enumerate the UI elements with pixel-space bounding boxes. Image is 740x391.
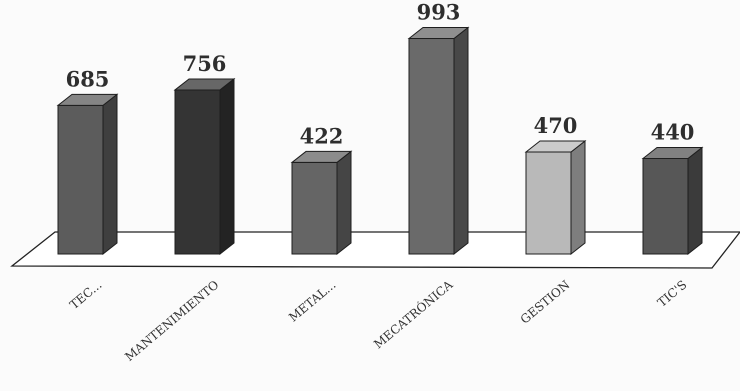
bar <box>641 146 704 256</box>
bar <box>407 26 470 256</box>
bar-top <box>290 150 353 163</box>
bar-side <box>453 26 469 256</box>
bar-top <box>56 93 119 106</box>
bar <box>524 139 587 256</box>
category-label: GESTION <box>518 278 573 327</box>
data-label: 993 <box>417 0 461 25</box>
category-label: TEC... <box>67 278 104 312</box>
data-label: 422 <box>300 123 344 148</box>
category-label: MANTENIMIENTO <box>122 277 221 363</box>
category-label: METAL... <box>286 278 338 325</box>
data-label: 470 <box>534 113 578 138</box>
bar-side <box>687 146 703 256</box>
bar-front <box>525 151 572 255</box>
bar <box>290 150 353 256</box>
bar <box>173 77 236 256</box>
data-label: 685 <box>66 66 110 91</box>
bar-front <box>408 38 455 255</box>
bar <box>56 93 119 256</box>
data-label: 756 <box>183 51 227 76</box>
category-labels-group: TEC... MANTENIMIENTO METAL... MECATRÓNICA GE… <box>67 276 689 364</box>
bar-front <box>57 104 104 255</box>
bar-front <box>642 158 689 255</box>
category-label: TIC'S <box>655 278 690 310</box>
bars-group <box>56 26 704 256</box>
chart-floor <box>10 231 740 269</box>
bar-side <box>219 77 235 256</box>
bar-side <box>336 150 352 256</box>
bar-top <box>407 27 470 40</box>
data-label: 440 <box>651 120 695 145</box>
bar-top <box>173 78 236 91</box>
bar-top <box>524 140 587 153</box>
category-label: MECATRÓNICA <box>370 276 456 352</box>
bar-side <box>102 93 118 256</box>
bar-front <box>291 161 338 255</box>
value-labels-group: 685 756 422 993 470 440 <box>66 0 695 148</box>
bar-side <box>570 139 586 256</box>
bar-top <box>641 147 704 160</box>
bar-front <box>174 89 221 255</box>
